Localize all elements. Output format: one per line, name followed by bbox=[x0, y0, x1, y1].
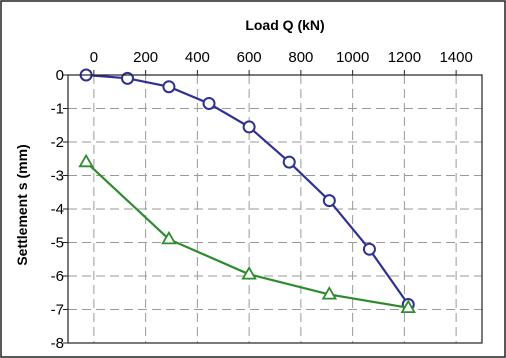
x-tick-label: 1200 bbox=[388, 49, 421, 66]
series-2-point bbox=[321, 286, 338, 300]
series-2-point bbox=[241, 265, 257, 280]
x-tick-label: 800 bbox=[288, 49, 313, 66]
y-tick-label: -1 bbox=[51, 101, 64, 118]
series-1-point bbox=[282, 155, 296, 169]
x-tick-label: 1000 bbox=[336, 49, 369, 66]
series-1-point bbox=[202, 96, 216, 110]
series-2-point bbox=[78, 153, 94, 168]
y-tick-label: -5 bbox=[51, 235, 64, 252]
y-tick-label: -4 bbox=[51, 201, 64, 218]
y-tick-label: -8 bbox=[51, 335, 64, 352]
y-tick-label: 0 bbox=[56, 67, 64, 84]
series-1-point bbox=[242, 120, 256, 134]
y-axis-label: Settlement s (mm) bbox=[14, 144, 30, 265]
y-tick-label: -6 bbox=[51, 268, 64, 285]
series-2-point bbox=[161, 230, 177, 245]
x-tick-label: 1400 bbox=[439, 49, 472, 66]
x-tick-label: 0 bbox=[90, 49, 98, 66]
x-tick-label: 600 bbox=[237, 49, 262, 66]
y-tick-label: -3 bbox=[51, 168, 64, 185]
series-1-point bbox=[322, 194, 336, 208]
x-axis-label: Load Q (kN) bbox=[245, 17, 324, 33]
y-tick-label: -7 bbox=[51, 302, 64, 319]
x-ticks: 0 200 400 600 800 1000 1200 1400 bbox=[90, 49, 473, 75]
x-tick-label: 400 bbox=[185, 49, 210, 66]
series-1-point bbox=[162, 80, 176, 94]
x-tick-label: 200 bbox=[133, 49, 158, 66]
plot-area bbox=[67, 74, 483, 344]
series-1-point bbox=[362, 242, 376, 256]
y-tick-label: -2 bbox=[51, 134, 64, 151]
series-2-point bbox=[400, 299, 416, 314]
data-series bbox=[78, 68, 416, 314]
y-ticks: 0 -1 -2 -3 -4 -5 -6 -7 -8 bbox=[51, 67, 68, 352]
